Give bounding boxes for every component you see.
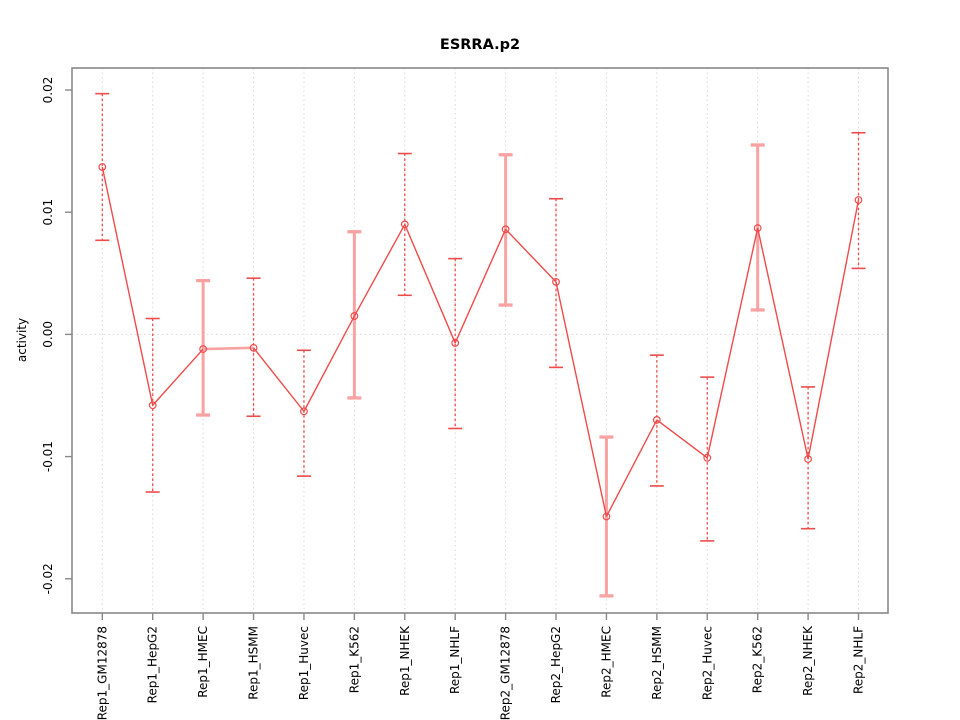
error-bar	[296, 349, 311, 477]
data-point	[400, 220, 409, 229]
y-tick-label: 0.01	[41, 199, 55, 226]
x-tick-label: Rep1_NHEK	[398, 625, 412, 696]
error-bar	[851, 131, 866, 270]
y-tick-label: -0.01	[41, 441, 55, 472]
data-point	[98, 163, 107, 171]
gridlines	[72, 68, 888, 613]
data-point	[350, 312, 359, 320]
error-bar	[750, 143, 765, 312]
series-segment	[203, 346, 254, 351]
x-tick-label: Rep2_K562	[751, 626, 765, 693]
x-tick-label: Rep1_K562	[347, 626, 361, 693]
data-point	[451, 339, 460, 347]
x-tick-label: Rep2_HepG2	[549, 626, 563, 703]
error-bar	[448, 257, 463, 430]
data-point	[602, 512, 611, 521]
data-point	[501, 225, 510, 234]
error-bar	[246, 277, 261, 418]
series-segment	[454, 229, 507, 344]
chart-title: ESRRA.p2	[440, 37, 520, 53]
series-segment	[505, 228, 557, 283]
x-tick-label: Rep1_HepG2	[146, 626, 160, 703]
series-segment	[303, 315, 355, 412]
series-segment	[807, 199, 860, 460]
x-tick-label: Rep2_Huvec	[700, 626, 714, 700]
x-tick-label: Rep2_NHEK	[801, 625, 815, 696]
x-tick-label: Rep2_HSMM	[650, 626, 664, 700]
series-segment	[252, 347, 305, 412]
data-point	[300, 407, 308, 416]
y-axis-label: activity	[15, 318, 29, 362]
y-tick-label: 0.00	[41, 321, 55, 348]
x-tick-label: Rep1_GM12878	[95, 626, 109, 720]
y-tick-label: -0.02	[41, 563, 55, 594]
plot-border	[71, 67, 889, 614]
x-tick-label: Rep1_Huvec	[297, 626, 311, 700]
series-segment	[353, 224, 406, 317]
data-point	[552, 277, 560, 286]
y-tick-label: 0.02	[41, 77, 55, 104]
series-segment	[605, 419, 658, 517]
data-point	[148, 401, 157, 410]
series-segment	[152, 348, 204, 406]
data-point	[753, 224, 762, 232]
series-segment	[101, 166, 154, 406]
x-tick-label: Rep2_NHLF	[852, 626, 866, 694]
error-bar	[95, 92, 110, 242]
axes: 0.02 0.01 0.00 -0.01 -0.02 Rep1_GM12878 Rep1_H…	[41, 67, 889, 720]
x-tick-label: Rep2_HMEC	[599, 626, 613, 698]
data-point	[854, 196, 863, 204]
data-point	[199, 345, 208, 353]
series-segment	[404, 224, 456, 344]
data-point	[804, 455, 812, 463]
error-bar	[700, 376, 715, 542]
data-series	[95, 92, 866, 598]
data-point	[703, 453, 712, 462]
x-tick-label: Rep1_HSMM	[247, 626, 261, 700]
x-tick-label: Rep1_HMEC	[196, 626, 210, 698]
data-point	[249, 343, 258, 352]
series-segment	[756, 227, 809, 460]
series-segment	[555, 281, 608, 517]
x-tick-label: Rep1_NHLF	[448, 626, 462, 694]
error-bar	[549, 197, 564, 369]
x-tick-label: Rep2_GM12878	[499, 626, 513, 720]
data-point	[652, 416, 661, 424]
series-segment	[656, 419, 708, 459]
series-segment	[706, 227, 759, 458]
